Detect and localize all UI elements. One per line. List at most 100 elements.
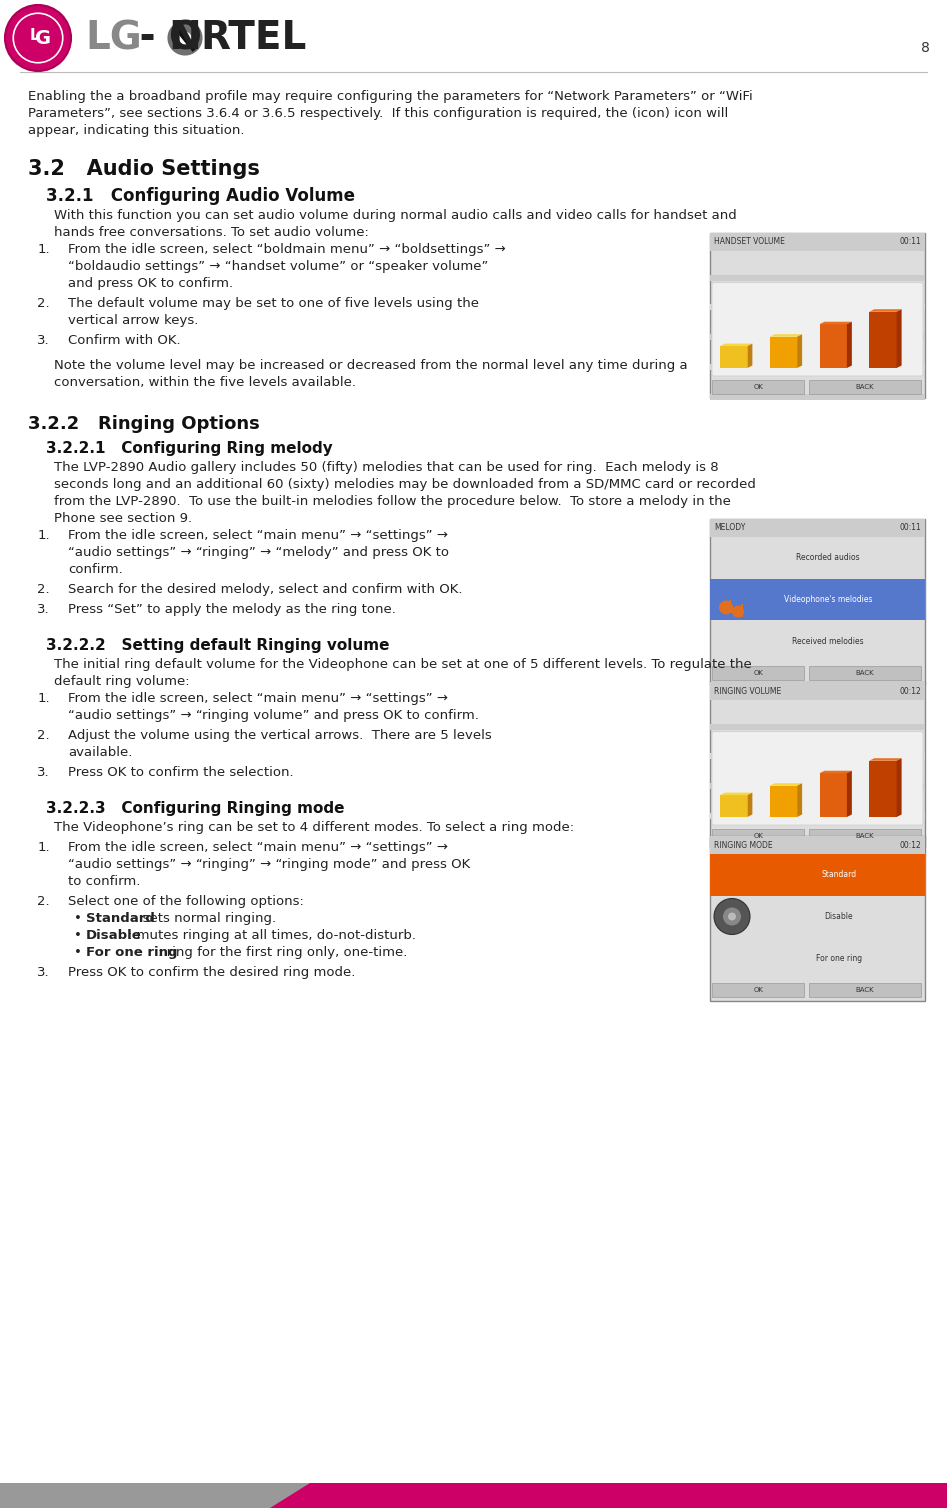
Text: 3.2.1   Configuring Audio Volume: 3.2.1 Configuring Audio Volume: [46, 187, 355, 205]
Text: OK: OK: [753, 385, 763, 391]
FancyBboxPatch shape: [710, 682, 925, 847]
Text: 2.: 2.: [37, 297, 50, 311]
Bar: [770, 336, 797, 368]
Bar: [710, 394, 925, 400]
Text: OK: OK: [753, 670, 763, 676]
Text: Disable: Disable: [86, 929, 142, 942]
Text: OK: OK: [753, 832, 763, 838]
FancyBboxPatch shape: [710, 835, 925, 1001]
Bar: [710, 754, 925, 760]
Text: For one ring: For one ring: [86, 946, 177, 959]
Polygon shape: [869, 309, 902, 312]
Bar: [712, 380, 804, 394]
Bar: [712, 829, 804, 843]
Text: The default volume may be set to one of five levels using the: The default volume may be set to one of …: [68, 297, 479, 311]
Polygon shape: [847, 771, 852, 817]
Text: Videophone's melodies: Videophone's melodies: [784, 596, 872, 605]
Text: Disable: Disable: [825, 912, 853, 921]
Text: Received melodies: Received melodies: [793, 636, 864, 645]
Bar: [710, 305, 925, 311]
Text: For one ring: For one ring: [816, 953, 862, 962]
Text: Enabling the a broadband profile may require configuring the parameters for “Net: Enabling the a broadband profile may req…: [28, 90, 753, 103]
Bar: [710, 363, 925, 369]
Polygon shape: [747, 793, 752, 817]
Text: LG: LG: [85, 20, 142, 57]
Polygon shape: [797, 783, 802, 817]
Bar: [770, 786, 797, 817]
Bar: [710, 843, 925, 849]
Text: “audio settings” → “ringing” → “ringing mode” and press OK: “audio settings” → “ringing” → “ringing …: [68, 858, 471, 872]
Text: From the idle screen, select “​bold​main menu” → “​bold​settings” →: From the idle screen, select “​bold​main…: [68, 243, 506, 256]
Text: 3.2.2   Ringing Options: 3.2.2 Ringing Options: [28, 415, 259, 433]
Text: From the idle screen, select “main menu” → “settings” →: From the idle screen, select “main menu”…: [68, 841, 448, 854]
Text: vertical arrow keys.: vertical arrow keys.: [68, 314, 198, 327]
Text: The LVP-2890 Audio gallery includes 50 (fifty) melodies that can be used for rin: The LVP-2890 Audio gallery includes 50 (…: [54, 461, 719, 474]
Polygon shape: [897, 759, 902, 817]
Polygon shape: [819, 771, 852, 774]
Polygon shape: [897, 309, 902, 368]
Bar: [710, 813, 925, 819]
Polygon shape: [0, 1482, 330, 1508]
Bar: [712, 667, 804, 680]
Circle shape: [5, 5, 71, 71]
Text: BACK: BACK: [855, 670, 874, 676]
Text: “​bold​audio settings” → “handset volume” or “speaker volume”: “​bold​audio settings” → “handset volume…: [68, 259, 489, 273]
Text: O: O: [169, 20, 202, 57]
Text: HANDSET VOLUME: HANDSET VOLUME: [714, 237, 785, 246]
Polygon shape: [720, 344, 752, 347]
Text: available.: available.: [68, 746, 133, 759]
Text: appear, indicating this situation.: appear, indicating this situation.: [28, 124, 244, 137]
FancyBboxPatch shape: [712, 282, 923, 375]
Text: 3.2.2.1   Configuring Ring melody: 3.2.2.1 Configuring Ring melody: [46, 440, 332, 455]
Text: •: •: [74, 929, 81, 942]
Bar: [819, 774, 847, 817]
Circle shape: [719, 600, 733, 614]
Text: RINGING MODE: RINGING MODE: [714, 840, 773, 849]
Bar: [809, 667, 920, 680]
Text: 1.: 1.: [37, 243, 50, 256]
Text: 00:12: 00:12: [900, 686, 921, 695]
Text: From the idle screen, select “main menu” → “settings” →: From the idle screen, select “main menu”…: [68, 692, 448, 706]
Text: 00:11: 00:11: [900, 237, 921, 246]
Text: •: •: [74, 912, 81, 924]
Bar: [819, 324, 847, 368]
Text: From the idle screen, select “main menu” → “settings” →: From the idle screen, select “main menu”…: [68, 529, 448, 541]
Text: 1.: 1.: [37, 841, 50, 854]
Bar: [710, 724, 925, 730]
Text: 3.2   Audio Settings: 3.2 Audio Settings: [28, 158, 259, 179]
Circle shape: [723, 908, 741, 926]
Text: 3.: 3.: [37, 603, 50, 615]
Bar: [710, 274, 925, 280]
Text: “audio settings” → “ringing volume” and press OK to confirm.: “audio settings” → “ringing volume” and …: [68, 709, 479, 722]
Text: 1.: 1.: [37, 529, 50, 541]
Text: 2.: 2.: [37, 728, 50, 742]
Text: : mutes ringing at all times, do-not-disturb.: : mutes ringing at all times, do-not-dis…: [128, 929, 416, 942]
Text: Press “Set” to apply the melody as the ring tone.: Press “Set” to apply the melody as the r…: [68, 603, 396, 615]
Text: default ring volume:: default ring volume:: [54, 676, 189, 688]
Text: 00:11: 00:11: [900, 523, 921, 532]
Polygon shape: [770, 783, 802, 786]
Text: Select one of the following options:: Select one of the following options:: [68, 896, 304, 908]
Text: conversation, within the five levels available.: conversation, within the five levels ava…: [54, 375, 356, 389]
Text: Search for the desired melody, select and confirm with OK.: Search for the desired melody, select an…: [68, 584, 462, 596]
Bar: [809, 829, 920, 843]
Bar: [710, 854, 925, 896]
Circle shape: [732, 606, 744, 617]
Text: RINGING VOLUME: RINGING VOLUME: [714, 686, 781, 695]
Text: from the LVP-2890.  To use the built-in melodies follow the procedure below.  To: from the LVP-2890. To use the built-in m…: [54, 495, 731, 508]
Text: 3.2.2.3   Configuring Ringing mode: 3.2.2.3 Configuring Ringing mode: [46, 801, 345, 816]
Text: OK: OK: [753, 988, 763, 992]
Bar: [720, 347, 747, 368]
Text: : sets normal ringing.: : sets normal ringing.: [134, 912, 277, 924]
Text: 3.: 3.: [37, 967, 50, 979]
Polygon shape: [869, 759, 902, 760]
Polygon shape: [720, 793, 752, 795]
Text: Press OK to confirm the desired ring mode.: Press OK to confirm the desired ring mod…: [68, 967, 355, 979]
Text: BACK: BACK: [855, 385, 874, 391]
Bar: [710, 519, 925, 537]
Text: Standard: Standard: [821, 870, 857, 879]
Text: 2.: 2.: [37, 584, 50, 596]
Text: BACK: BACK: [855, 832, 874, 838]
FancyBboxPatch shape: [710, 234, 925, 398]
Bar: [712, 983, 804, 997]
